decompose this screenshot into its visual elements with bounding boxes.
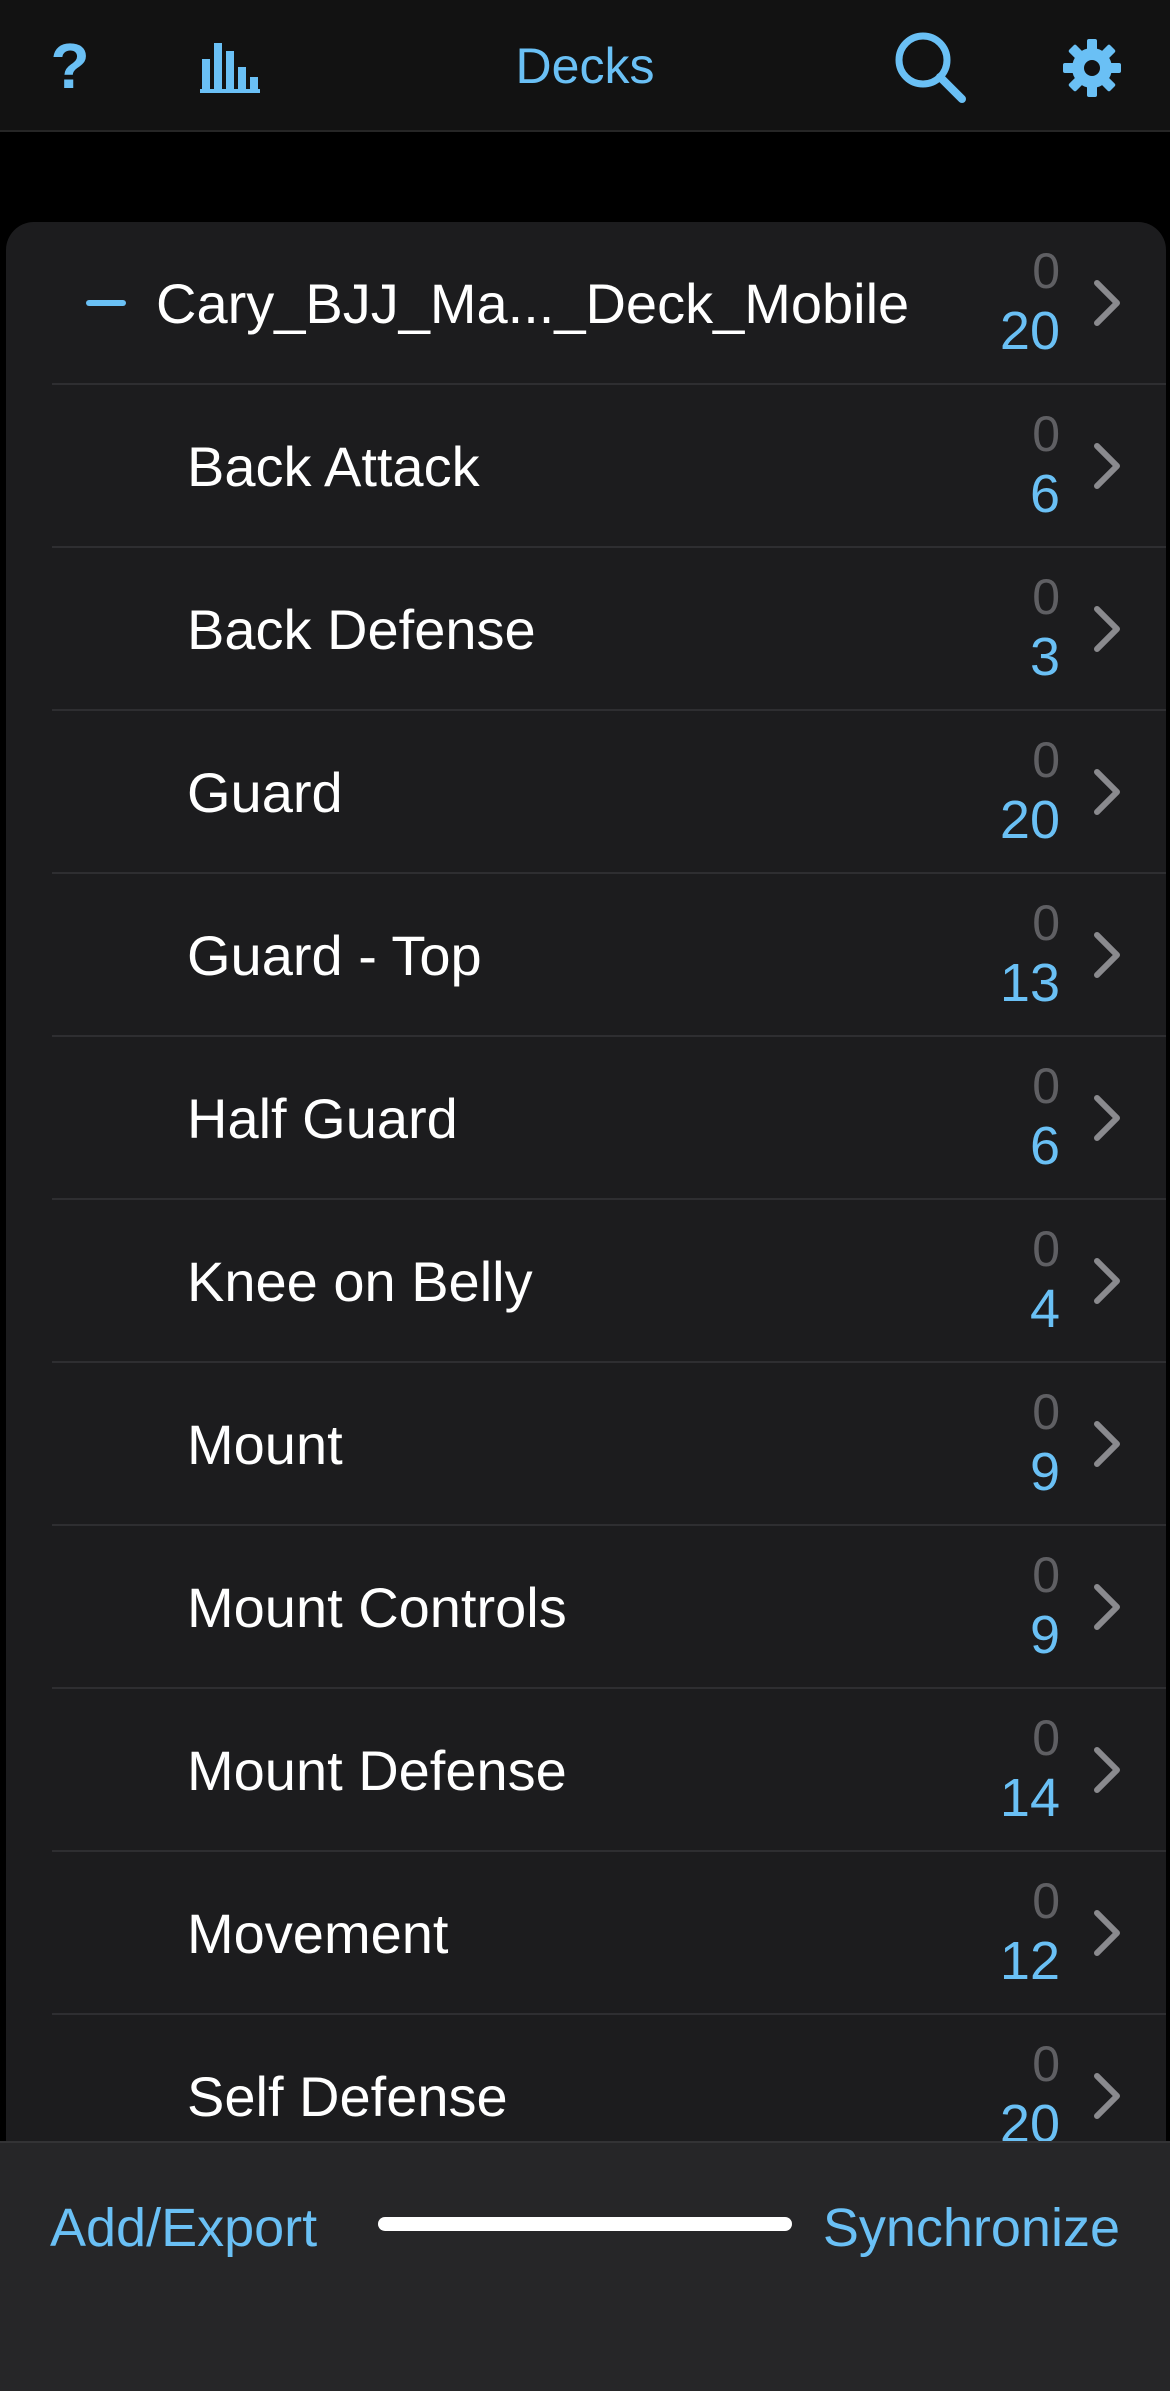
row-divider <box>52 1198 1166 1200</box>
chevron-right-icon[interactable] <box>1092 1093 1122 1143</box>
chevron-right-icon[interactable] <box>1092 1256 1122 1306</box>
new-count: 0 <box>1032 1058 1060 1114</box>
bottom-toolbar: Add/Export Synchronize <box>0 2141 1170 2391</box>
chevron-right-icon[interactable] <box>1092 1419 1122 1469</box>
due-count: 6 <box>1029 464 1060 524</box>
help-icon[interactable]: ? <box>50 30 90 102</box>
deck-row[interactable]: Guard - Top 0 13 <box>6 874 1166 1037</box>
deck-row[interactable]: Movement 0 12 <box>6 1852 1166 2015</box>
deck-name: Mount Defense <box>187 1739 567 1802</box>
deck-row[interactable]: Mount Controls 0 9 <box>6 1526 1166 1689</box>
row-divider <box>52 383 1166 385</box>
new-count: 0 <box>1032 1710 1060 1766</box>
deck-name: Knee on Belly <box>187 1250 533 1313</box>
new-count: 0 <box>1032 1221 1060 1277</box>
chevron-right-icon[interactable] <box>1092 2071 1122 2121</box>
deck-name: Back Defense <box>187 598 536 661</box>
due-count: 13 <box>999 953 1060 1013</box>
deck-list: Cary_BJJ_Ma..._Deck_Mobile 0 20 Back Att… <box>6 222 1166 2222</box>
due-count: 20 <box>999 301 1060 361</box>
chevron-right-icon[interactable] <box>1092 1582 1122 1632</box>
row-divider <box>52 1850 1166 1852</box>
new-count: 0 <box>1032 2036 1060 2092</box>
chevron-right-icon[interactable] <box>1092 1908 1122 1958</box>
deck-row[interactable]: Back Defense 0 3 <box>6 548 1166 711</box>
chevron-right-icon[interactable] <box>1092 767 1122 817</box>
chevron-right-icon[interactable] <box>1092 278 1122 328</box>
new-count: 0 <box>1032 569 1060 625</box>
collapse-icon[interactable] <box>86 300 126 306</box>
gear-icon[interactable] <box>1052 28 1132 108</box>
new-count: 0 <box>1032 1547 1060 1603</box>
home-indicator[interactable] <box>378 2217 792 2231</box>
due-count: 12 <box>999 1931 1060 1991</box>
deck-name: Half Guard <box>187 1087 458 1150</box>
deck-row[interactable]: Guard 0 20 <box>6 711 1166 874</box>
row-divider <box>52 2013 1166 2015</box>
due-count: 3 <box>1029 627 1060 687</box>
deck-name: Cary_BJJ_Ma..._Deck_Mobile <box>156 272 910 335</box>
due-count: 9 <box>1029 1442 1060 1502</box>
new-count: 0 <box>1032 1384 1060 1440</box>
page-title: Decks <box>515 38 655 94</box>
search-icon[interactable] <box>885 22 975 112</box>
deck-row[interactable]: Mount Defense 0 14 <box>6 1689 1166 1852</box>
new-count: 0 <box>1032 243 1060 299</box>
due-count: 9 <box>1029 1605 1060 1665</box>
row-divider <box>52 1524 1166 1526</box>
chevron-right-icon[interactable] <box>1092 604 1122 654</box>
row-divider <box>52 872 1166 874</box>
deck-row[interactable]: Mount 0 9 <box>6 1363 1166 1526</box>
row-divider <box>52 709 1166 711</box>
deck-row-parent[interactable]: Cary_BJJ_Ma..._Deck_Mobile 0 20 <box>6 222 1166 385</box>
due-count: 14 <box>999 1768 1060 1828</box>
due-count: 20 <box>999 790 1060 850</box>
due-count: 4 <box>1029 1279 1060 1339</box>
due-count: 6 <box>1029 1116 1060 1176</box>
row-divider <box>52 1035 1166 1037</box>
row-divider <box>52 1687 1166 1689</box>
top-nav-bar: ? Decks <box>0 0 1170 132</box>
bar-chart-icon[interactable] <box>190 28 270 104</box>
deck-name: Guard <box>187 761 343 824</box>
new-count: 0 <box>1032 732 1060 788</box>
synchronize-button[interactable]: Synchronize <box>822 2198 1120 2258</box>
deck-name: Mount Controls <box>187 1576 567 1639</box>
new-count: 0 <box>1032 406 1060 462</box>
deck-row[interactable]: Knee on Belly 0 4 <box>6 1200 1166 1363</box>
chevron-right-icon[interactable] <box>1092 441 1122 491</box>
deck-name: Mount <box>187 1413 343 1476</box>
deck-name: Back Attack <box>187 435 480 498</box>
deck-row[interactable]: Half Guard 0 6 <box>6 1037 1166 1200</box>
row-divider <box>52 546 1166 548</box>
deck-name: Movement <box>187 1902 449 1965</box>
new-count: 0 <box>1032 1873 1060 1929</box>
add-export-button[interactable]: Add/Export <box>50 2198 318 2258</box>
chevron-right-icon[interactable] <box>1092 930 1122 980</box>
deck-name: Guard - Top <box>187 924 482 987</box>
row-divider <box>52 1361 1166 1363</box>
new-count: 0 <box>1032 895 1060 951</box>
deck-row[interactable]: Back Attack 0 6 <box>6 385 1166 548</box>
deck-name: Self Defense <box>187 2065 508 2128</box>
chevron-right-icon[interactable] <box>1092 1745 1122 1795</box>
